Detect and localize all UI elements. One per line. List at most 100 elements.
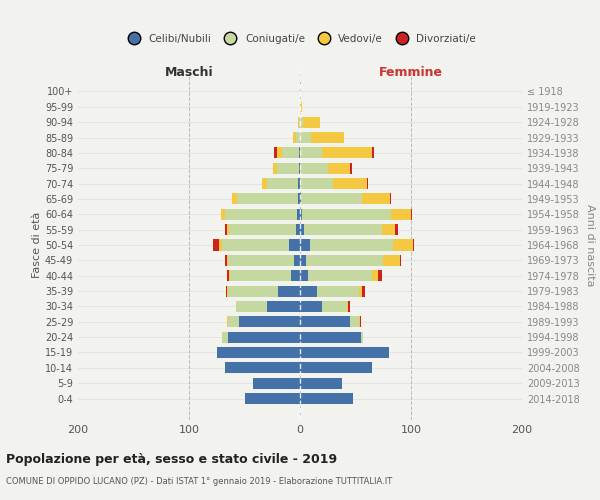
Bar [300,240,415,250]
Bar [300,194,301,204]
Bar [300,393,353,404]
Bar [277,148,300,158]
Bar [300,148,322,158]
Bar [300,194,362,204]
Bar [227,316,300,328]
Bar [253,378,300,388]
Bar [300,316,360,328]
Bar [236,301,300,312]
Bar [300,255,305,266]
Bar [300,286,359,296]
Bar [296,132,300,143]
Bar [300,362,372,374]
Bar [228,286,300,296]
Bar [300,116,304,128]
Bar [262,178,300,189]
Bar [224,255,300,266]
Bar [300,286,365,296]
Bar [277,162,300,173]
Bar [228,332,300,342]
Bar [300,332,361,342]
Bar [300,116,320,128]
Bar [300,301,350,312]
Bar [232,194,300,204]
Legend: Celibi/Nubili, Coniugati/e, Vedovi/e, Divorziati/e: Celibi/Nubili, Coniugati/e, Vedovi/e, Di… [119,30,481,48]
Bar [227,224,300,235]
Bar [300,102,302,112]
Bar [300,286,362,296]
Bar [300,255,401,266]
Bar [300,347,389,358]
Bar [296,209,300,220]
Bar [300,347,389,358]
Bar [300,255,383,266]
Bar [217,347,300,358]
Bar [227,316,300,328]
Bar [300,347,389,358]
Bar [300,301,322,312]
Bar [300,378,342,388]
Bar [227,286,300,296]
Bar [300,240,393,250]
Bar [217,347,300,358]
Bar [300,102,302,112]
Bar [223,332,300,342]
Bar [224,362,300,374]
Bar [282,148,300,158]
Bar [226,286,300,296]
Bar [300,224,382,235]
Bar [298,194,300,204]
Bar [253,378,300,388]
Bar [300,209,411,220]
Bar [300,224,395,235]
Bar [300,378,342,388]
Bar [229,224,300,235]
Bar [227,255,300,266]
Bar [300,162,350,173]
Bar [300,224,398,235]
Bar [278,286,300,296]
Y-axis label: Anni di nascita: Anni di nascita [585,204,595,286]
Bar [300,362,372,374]
Text: Maschi: Maschi [164,66,214,79]
Bar [300,378,342,388]
Bar [300,178,334,189]
Bar [300,132,344,143]
Bar [236,301,300,312]
Bar [300,270,372,281]
Bar [300,132,311,143]
Bar [298,178,300,189]
Bar [224,362,300,374]
Bar [274,162,300,173]
Bar [300,162,328,173]
Bar [299,162,300,173]
Bar [245,393,300,404]
Bar [300,301,348,312]
Bar [300,209,302,220]
Bar [300,393,353,404]
Bar [300,240,310,250]
Bar [214,240,300,250]
Bar [245,393,300,404]
Text: Femmine: Femmine [379,66,443,79]
Bar [221,209,300,220]
Bar [300,209,412,220]
Bar [229,270,300,281]
Bar [253,378,300,388]
Bar [299,148,300,158]
Bar [300,393,353,404]
Bar [300,116,320,128]
Bar [293,132,300,143]
Bar [300,301,347,312]
Bar [228,316,300,328]
Bar [300,362,372,374]
Bar [239,316,300,328]
Bar [245,393,300,404]
Bar [224,362,300,374]
Y-axis label: Fasce di età: Fasce di età [32,212,42,278]
Bar [217,347,300,358]
Bar [300,224,304,235]
Bar [296,224,300,235]
Bar [300,316,350,328]
Bar [300,332,363,342]
